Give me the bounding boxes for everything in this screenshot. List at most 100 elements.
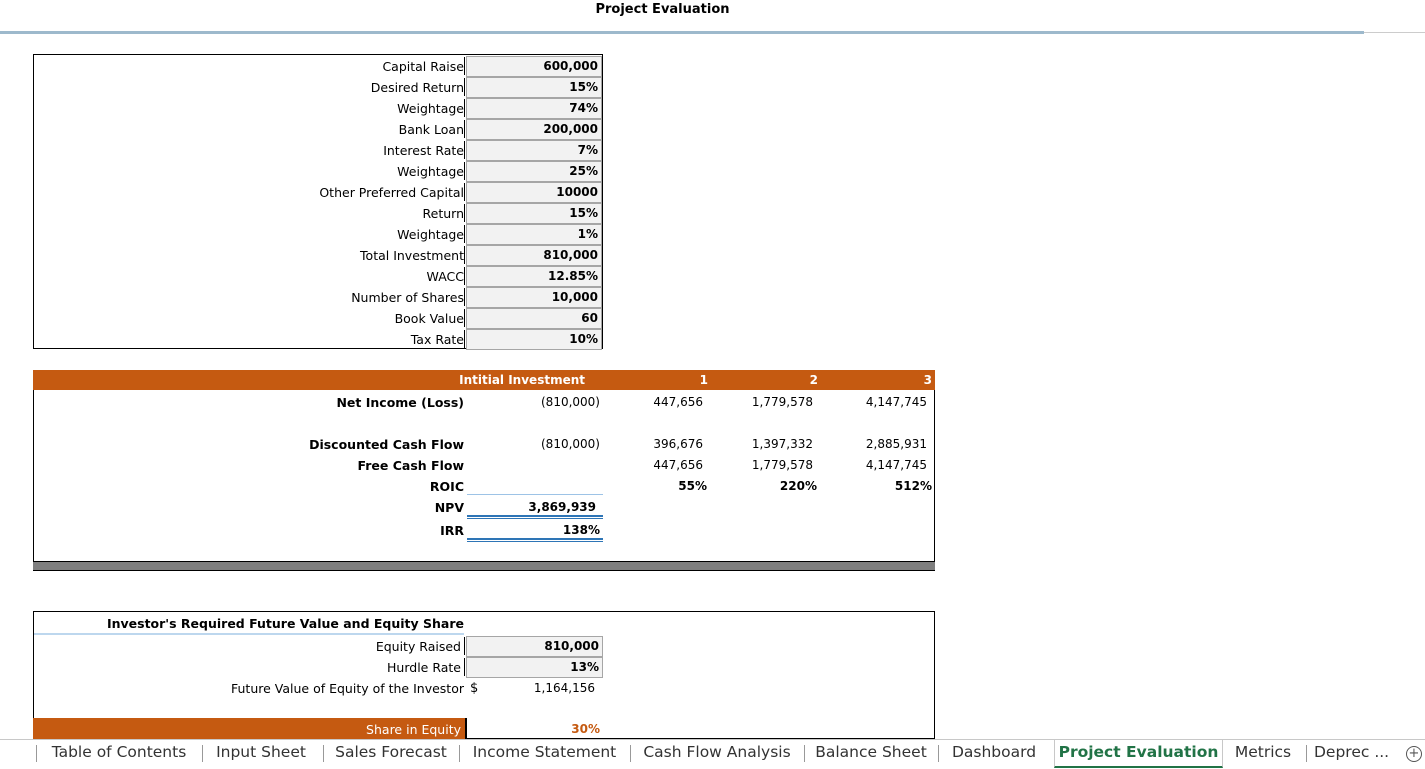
capital-row-value[interactable]: 74% (466, 98, 602, 119)
evaluation-box (33, 390, 935, 562)
capital-row-label: Return (422, 206, 464, 221)
tab-sales-forecast[interactable]: Sales Forecast (335, 743, 447, 761)
dcf-y2: 1,397,332 (751, 437, 813, 451)
dcf-label: Discounted Cash Flow (309, 437, 464, 452)
hurdle-rate-divider (464, 658, 465, 676)
capital-row-divider (464, 99, 465, 117)
capital-row-value[interactable]: 10,000 (466, 287, 602, 308)
npv-value[interactable]: 3,869,939 (528, 500, 596, 514)
hurdle-rate-label: Hurdle Rate (387, 660, 461, 675)
irr-label: IRR (440, 523, 464, 538)
capital-row-label: Desired Return (370, 80, 464, 95)
capital-row-divider (464, 288, 465, 306)
tab-separator (36, 745, 37, 762)
tab-separator (202, 745, 203, 762)
capital-row-divider (464, 246, 465, 264)
share-in-equity-label: Share in Equity (366, 722, 461, 737)
tab-income-statement[interactable]: Income Statement (472, 743, 617, 761)
capital-row-value[interactable]: 1% (466, 224, 602, 245)
header-year-3: 3 (923, 373, 932, 387)
capital-row-value[interactable]: 810,000 (466, 245, 602, 266)
capital-row-value[interactable]: 60 (466, 308, 602, 329)
tab-project-evaluation[interactable]: Project Evaluation (1054, 740, 1223, 768)
future-value-label: Future Value of Equity of the Investor (230, 681, 464, 696)
net-income-y1: 447,656 (653, 395, 703, 409)
capital-row-divider (464, 183, 465, 201)
capital-row-divider (464, 225, 465, 243)
capital-row-value[interactable]: 15% (466, 203, 602, 224)
capital-row-label: Weightage (397, 227, 464, 242)
net-income-initial: (810,000) (541, 395, 600, 409)
capital-row-value[interactable]: 10% (466, 329, 602, 350)
capital-structure-box (33, 54, 603, 349)
capital-row-value[interactable]: 12.85% (466, 266, 602, 287)
dcf-initial: (810,000) (541, 437, 600, 451)
header-year-2: 2 (809, 373, 818, 387)
fcf-label: Free Cash Flow (357, 458, 464, 473)
capital-row-divider (464, 309, 465, 327)
tab-separator (1306, 745, 1307, 762)
fcf-y1: 447,656 (653, 458, 703, 472)
equity-raised-divider (464, 637, 465, 655)
tab-metrics[interactable]: Metrics (1234, 743, 1292, 761)
capital-row-divider (464, 141, 465, 159)
tab-depreciation[interactable]: Deprec ... (1314, 743, 1390, 761)
capital-row-value[interactable]: 200,000 (466, 119, 602, 140)
fcf-y3: 4,147,745 (865, 458, 927, 472)
tab-cash-flow-analysis[interactable]: Cash Flow Analysis (643, 743, 791, 761)
tab-dashboard[interactable]: Dashboard (951, 743, 1037, 761)
capital-row-label: Book Value (394, 311, 464, 326)
capital-row-divider (464, 120, 465, 138)
net-income-y3: 4,147,745 (865, 395, 927, 409)
capital-row-divider (464, 78, 465, 96)
capital-row-label: Tax Rate (410, 332, 464, 347)
irr-double-underline (467, 538, 603, 542)
net-income-y2: 1,779,578 (751, 395, 813, 409)
share-in-equity-bar (33, 718, 465, 739)
header-year-1: 1 (699, 373, 708, 387)
equity-raised-label: Equity Raised (375, 639, 461, 654)
share-in-equity-value[interactable]: 30% (571, 722, 600, 736)
tab-input-sheet[interactable]: Input Sheet (216, 743, 306, 761)
capital-row-divider (464, 267, 465, 285)
roic-y2: 220% (779, 479, 817, 493)
tab-separator (804, 745, 805, 762)
capital-row-label: Interest Rate (383, 143, 464, 158)
title-underline-right (1364, 32, 1425, 33)
tab-balance-sheet[interactable]: Balance Sheet (815, 743, 927, 761)
capital-row-label: Weightage (397, 101, 464, 116)
npv-label: NPV (434, 500, 464, 515)
future-value-value[interactable]: 1,164,156 (533, 681, 595, 695)
capital-row-divider (464, 162, 465, 180)
capital-row-value[interactable]: 15% (466, 77, 602, 98)
capital-row-value[interactable]: 7% (466, 140, 602, 161)
capital-row-label: Capital Raise (382, 59, 464, 74)
hurdle-rate-value[interactable]: 13% (466, 657, 603, 678)
capital-row-value[interactable]: 10000 (466, 182, 602, 203)
header-initial-investment: Intitial Investment (459, 373, 585, 387)
tab-separator (323, 745, 324, 762)
fcf-y2: 1,779,578 (751, 458, 813, 472)
capital-row-label: Total Investment (360, 248, 464, 263)
tab-table-of-contents[interactable]: Table of Contents (51, 743, 187, 761)
evaluation-bottom-bar (33, 562, 935, 571)
tab-separator (938, 745, 939, 762)
equity-raised-value[interactable]: 810,000 (466, 636, 603, 657)
plus-circle-icon[interactable]: + (1406, 746, 1422, 762)
net-income-label: Net Income (Loss) (336, 395, 464, 410)
capital-row-value[interactable]: 25% (466, 161, 602, 182)
investor-title: Investor's Required Future Value and Equ… (106, 616, 464, 631)
capital-row-divider (464, 57, 465, 75)
capital-row-label: Other Preferred Capital (319, 185, 464, 200)
capital-row-divider (464, 330, 465, 348)
irr-value[interactable]: 138% (562, 523, 600, 537)
share-in-equity-divider (465, 718, 467, 739)
capital-row-label: Number of Shares (351, 290, 464, 305)
capital-row-label: Weightage (397, 164, 464, 179)
capital-row-label: WACC (426, 269, 464, 284)
capital-row-value[interactable]: 600,000 (466, 56, 602, 77)
dcf-y1: 396,676 (653, 437, 703, 451)
roic-y1: 55% (678, 479, 707, 493)
evaluation-header-bar (33, 370, 935, 390)
capital-row-label: Bank Loan (398, 122, 464, 137)
